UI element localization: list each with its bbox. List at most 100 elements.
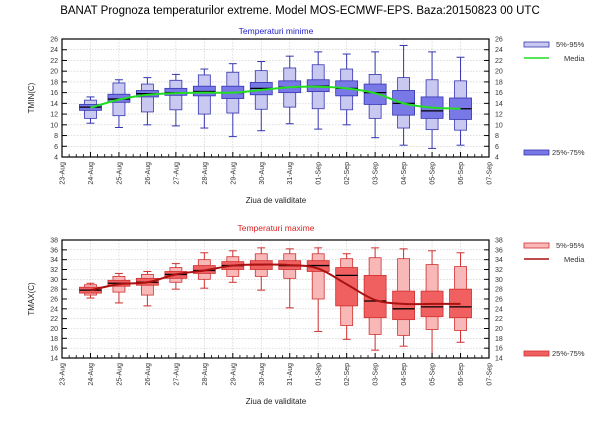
- y-tick-label-right: 30: [495, 277, 503, 284]
- y-tick-label-right: 16: [495, 346, 503, 353]
- box-25-Aug: [107, 272, 131, 304]
- x-tick-label: 07-Sep: [487, 162, 494, 185]
- y-tick-label-right: 20: [495, 69, 503, 76]
- y-tick-label-left: 32: [50, 267, 58, 274]
- mean-line: [90, 263, 461, 306]
- legend-label-mean: Media: [564, 54, 585, 63]
- y-tick-label-left: 4: [54, 155, 58, 162]
- box-06-Sep: [449, 252, 472, 343]
- x-tick-label: 31-Aug: [287, 162, 294, 185]
- y-tick-label-left: 14: [50, 101, 58, 108]
- y-tick-label-right: 14: [495, 356, 503, 363]
- y-tick-label-right: 22: [495, 58, 503, 65]
- x-tick-label: 03-Sep: [373, 363, 380, 386]
- y-tick-label-left: 12: [50, 112, 58, 119]
- legend-label-25-75: 25%-75%: [552, 349, 585, 358]
- box-25-75: [392, 290, 416, 321]
- box-25-75: [335, 267, 359, 307]
- y-tick-label-left: 20: [50, 69, 58, 76]
- box-05-Sep: [420, 51, 444, 149]
- y-tick-label-left: 10: [50, 122, 58, 129]
- x-tick-label: 31-Aug: [287, 363, 294, 386]
- y-tick-label-left: 36: [50, 247, 58, 254]
- box-25-75: [363, 274, 387, 319]
- y-tick-label-right: 26: [495, 37, 503, 44]
- box-30-Aug: [249, 61, 273, 132]
- y-tick-label-right: 24: [495, 47, 503, 54]
- box-29-Aug: [221, 63, 245, 138]
- y-tick-label-left: 26: [50, 37, 58, 44]
- y-tick-label-right: 32: [495, 267, 503, 274]
- y-tick-label-right: 38: [495, 238, 503, 245]
- x-tick-label: 24-Aug: [88, 162, 95, 185]
- y-tick-label-right: 24: [495, 306, 503, 313]
- y-tick-label-right: 14: [495, 101, 503, 108]
- y-tick-label-left: 18: [50, 336, 58, 343]
- x-tick-label: 02-Sep: [344, 363, 351, 386]
- x-tick-label: 23-Aug: [60, 162, 67, 185]
- box-25-75: [363, 83, 387, 105]
- main-title: BANAT Prognoza temperaturilor extreme. M…: [60, 5, 540, 17]
- x-tick-label: 05-Sep: [430, 162, 437, 185]
- box-01-Sep: [306, 51, 330, 130]
- y-tick-label-left: 30: [50, 277, 58, 284]
- y-tick-label-right: 26: [495, 297, 503, 304]
- x-tick-label: 01-Sep: [316, 162, 323, 185]
- y-tick-label-left: 16: [50, 90, 58, 97]
- y-tick-label-right: 16: [495, 90, 503, 97]
- box-5-95: [140, 83, 154, 113]
- x-tick-label: 04-Sep: [401, 162, 408, 185]
- chart-subtitle: Temperaturi maxime: [238, 223, 315, 233]
- y-tick-label-right: 28: [495, 287, 503, 294]
- x-tick-label: 27-Aug: [173, 363, 180, 386]
- x-tick-label: 01-Sep: [316, 363, 323, 386]
- box-02-Sep: [335, 253, 359, 340]
- y-tick-label-right: 34: [495, 257, 503, 264]
- y-tick-label-right: 12: [495, 112, 503, 119]
- box-24-Aug: [79, 282, 102, 299]
- x-tick-label: 30-Aug: [259, 363, 266, 386]
- legend-label-mean: Media: [564, 255, 585, 264]
- x-tick-label: 02-Sep: [344, 162, 351, 185]
- y-tick-label-left: 8: [54, 133, 58, 140]
- y-tick-label-left: 14: [50, 356, 58, 363]
- box-30-Aug: [249, 247, 273, 291]
- x-axis-label: Ziua de validitate: [246, 196, 307, 205]
- x-tick-label: 07-Sep: [487, 363, 494, 386]
- x-tick-label: 28-Aug: [202, 162, 209, 185]
- legend-swatch-25-75: [523, 350, 550, 357]
- y-tick-label-right: 20: [495, 326, 503, 333]
- x-axis-label: Ziua de validitate: [246, 397, 307, 406]
- tmin-chart: Temperaturi minime 23-Aug 24-Aug 25-Aug 26-A…: [27, 26, 585, 205]
- y-tick-label-left: 24: [50, 306, 58, 313]
- x-tick-label: 06-Sep: [458, 162, 465, 185]
- box-06-Sep: [449, 56, 472, 146]
- box-26-Aug: [135, 77, 159, 126]
- legend-label-5-95: 5%-95%: [556, 241, 585, 250]
- y-tick-label-left: 38: [50, 238, 58, 245]
- y-tick-label-left: 18: [50, 79, 58, 86]
- box-25-75: [164, 87, 188, 96]
- y-tick-label-left: 26: [50, 297, 58, 304]
- y-tick-label-left: 28: [50, 287, 58, 294]
- y-tick-label-left: 22: [50, 316, 58, 323]
- legend-swatch-5-95: [523, 242, 550, 249]
- x-tick-label: 28-Aug: [202, 363, 209, 386]
- x-tick-label: 23-Aug: [60, 363, 67, 386]
- box-01-Sep: [306, 247, 330, 332]
- y-tick-label-right: 36: [495, 247, 503, 254]
- tmax-chart: Temperaturi maxime 23-Aug 24-Aug 25-Aug 26-A…: [27, 223, 585, 406]
- box-04-Sep: [392, 248, 416, 347]
- y-axis-label: TMIN(C): [27, 82, 36, 113]
- x-tick-label: 26-Aug: [145, 363, 152, 386]
- chart-subtitle: Temperaturi minime: [239, 26, 314, 36]
- y-tick-label-right: 18: [495, 79, 503, 86]
- box-28-Aug: [192, 68, 216, 129]
- box-31-Aug: [278, 55, 302, 125]
- y-tick-label-left: 20: [50, 326, 58, 333]
- x-tick-label: 27-Aug: [173, 162, 180, 185]
- legend-label-25-75: 25%-75%: [552, 148, 585, 157]
- y-tick-label-right: 6: [495, 144, 499, 151]
- y-tick-label-right: 8: [495, 133, 499, 140]
